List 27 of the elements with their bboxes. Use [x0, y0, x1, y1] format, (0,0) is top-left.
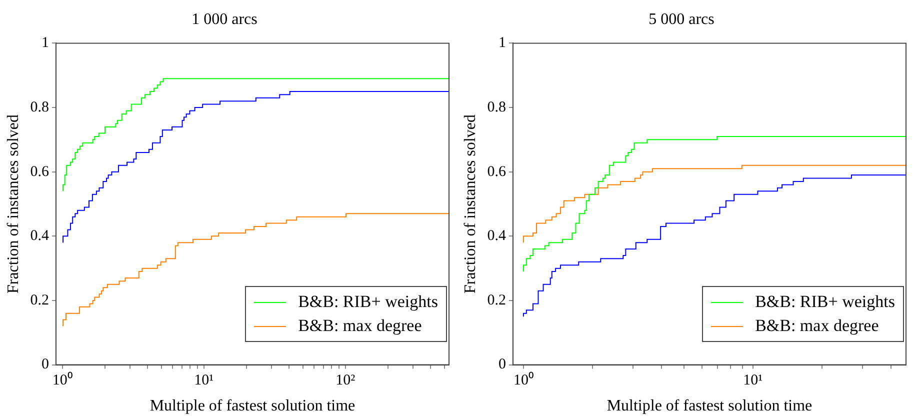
chart-title: 5 000 arcs [648, 10, 714, 28]
chart-title: 1 000 arcs [192, 10, 258, 28]
y-tick-label: 0.4 [487, 228, 506, 244]
legend-label: B&B: RIB+ weights [298, 291, 438, 313]
y-tick-label: 1 [41, 35, 49, 52]
y-tick-label: 0.2 [487, 292, 506, 308]
y-tick-label: 0.8 [30, 99, 49, 116]
y-tick-label: 1 [498, 35, 506, 52]
y-tick-label: 0.6 [30, 164, 50, 180]
y-tick-label: 0 [41, 356, 49, 373]
y-tick-label: 0.6 [487, 164, 506, 180]
x-tick-label: 10² [336, 372, 356, 389]
y-tick-label: 0.4 [30, 228, 50, 244]
y-tick-label: 0.8 [487, 99, 506, 116]
legend-label: B&B: max degree [298, 315, 422, 337]
x-tick-label: 10⁰ [513, 372, 534, 389]
x-tick-label: 10⁰ [52, 372, 72, 389]
x-tick-label: 10¹ [194, 372, 214, 389]
legend-label: B&B: RIB+ weights [755, 291, 895, 313]
legend-label: B&B: max degree [755, 315, 879, 337]
x-tick-label: 10¹ [743, 372, 763, 389]
x-axis-title: Multiple of fastest solution time [606, 398, 812, 415]
y-axis-title: Fraction of instances solved [4, 114, 22, 294]
y-axis-title: Fraction of instances solved [462, 114, 479, 294]
x-axis-title: Multiple of fastest solution time [150, 398, 356, 415]
y-tick-label: 0 [498, 356, 506, 373]
y-tick-label: 0.2 [30, 292, 49, 308]
